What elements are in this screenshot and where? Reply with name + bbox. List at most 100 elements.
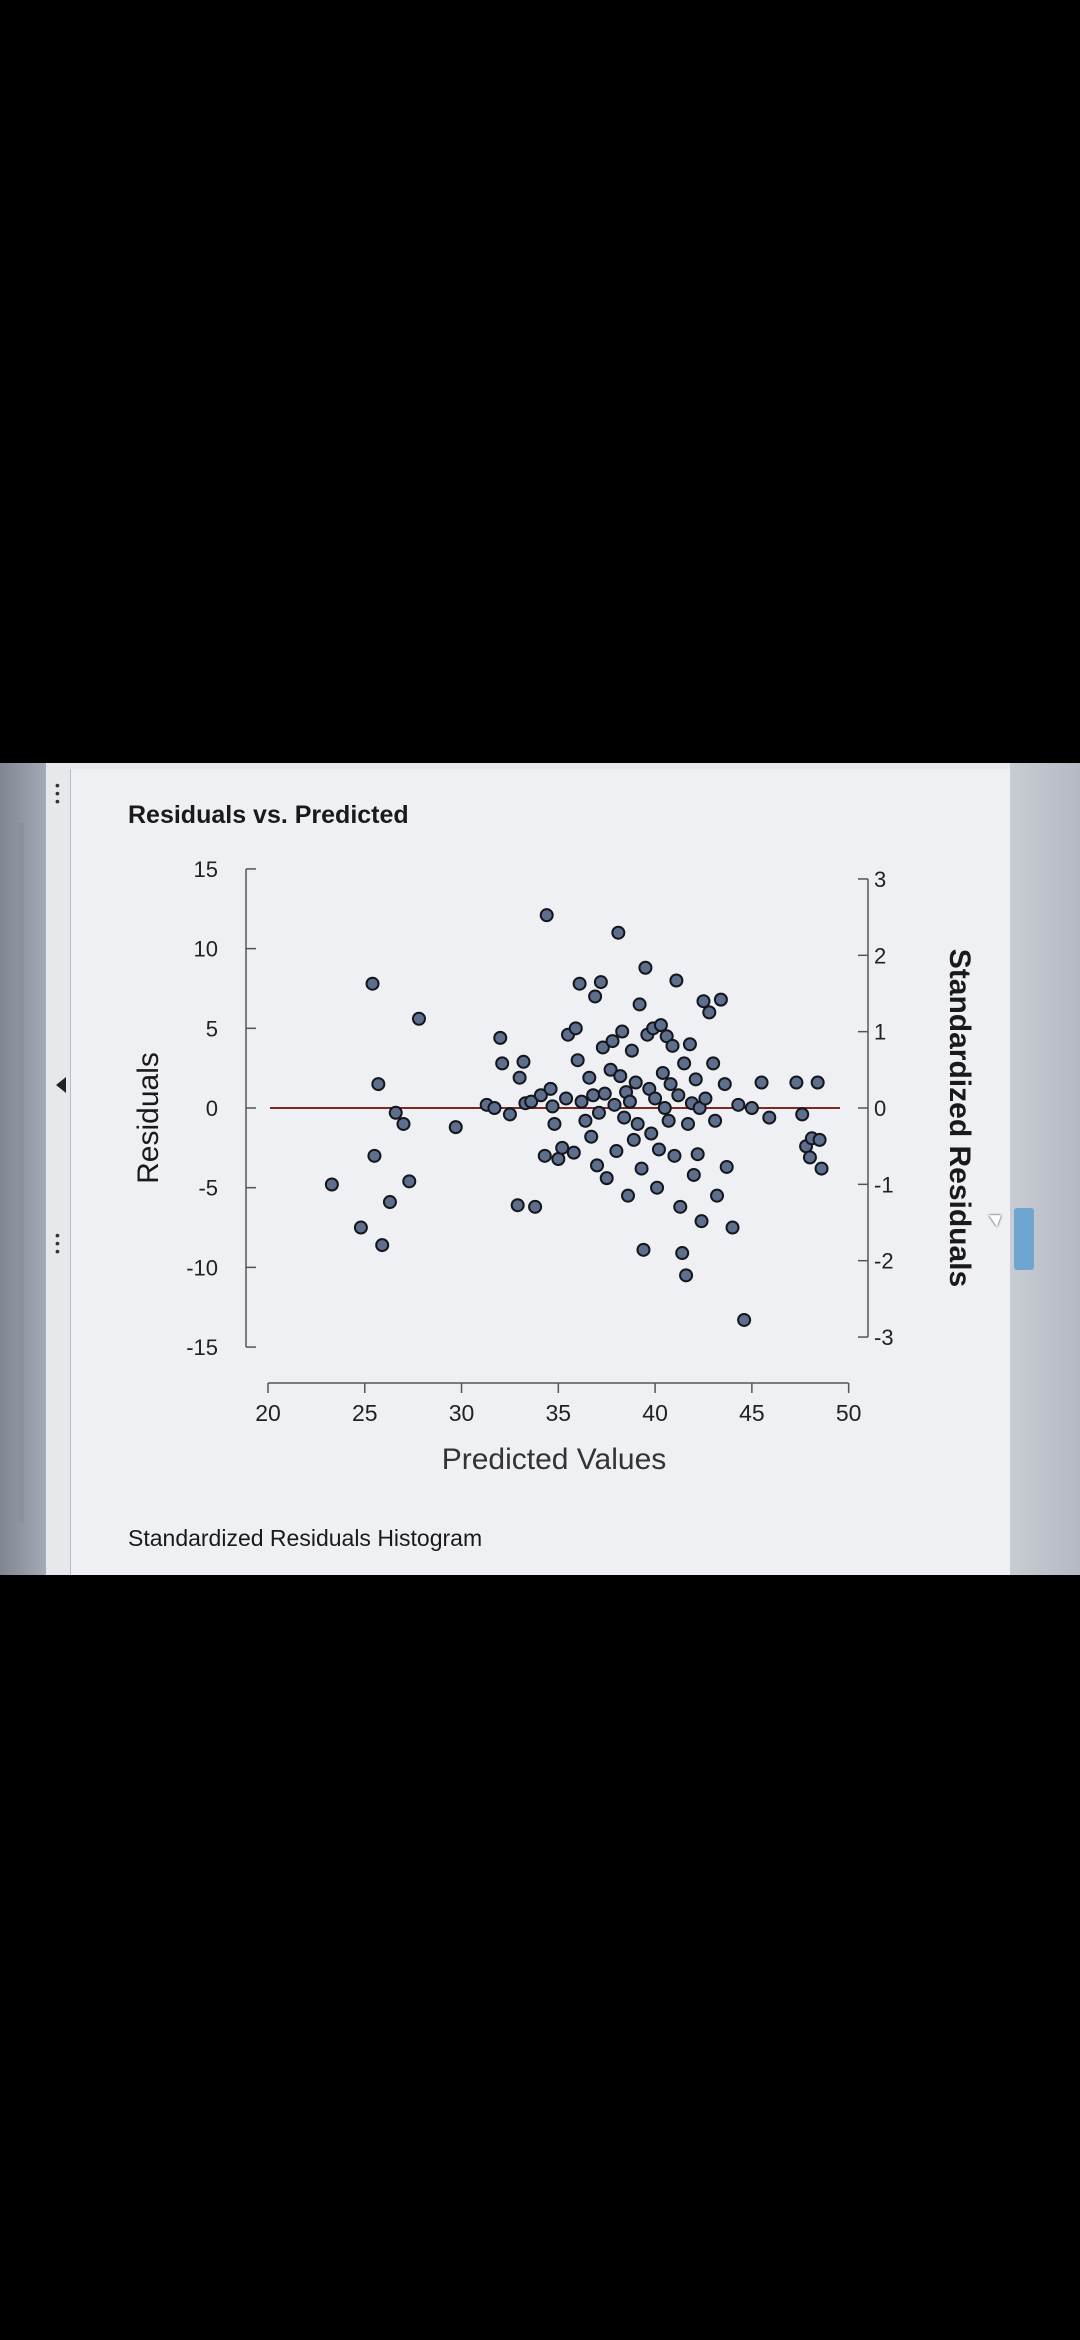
data-point (545, 1099, 560, 1114)
data-point (634, 1161, 649, 1176)
data-point (626, 1132, 641, 1147)
y-axis-title: Residuals (132, 1052, 165, 1184)
data-point (677, 1056, 692, 1071)
data-point (702, 1005, 717, 1020)
left-scrollbar[interactable] (18, 823, 24, 1523)
x-tick-label: 45 (739, 1400, 765, 1426)
data-point (584, 1129, 599, 1144)
data-point (795, 1107, 810, 1122)
data-point (586, 1088, 601, 1103)
data-point (708, 1113, 723, 1128)
data-point (382, 1195, 397, 1210)
collapse-arrow-icon[interactable] (56, 1077, 66, 1093)
data-point (667, 1148, 682, 1163)
data-point (617, 1110, 632, 1125)
data-point (512, 1070, 527, 1085)
data-point (802, 1150, 817, 1165)
data-point (566, 1145, 581, 1160)
data-point (754, 1075, 769, 1090)
data-point (731, 1097, 746, 1112)
data-point (682, 1037, 697, 1052)
data-point (719, 1159, 734, 1174)
data-point (615, 1024, 630, 1039)
data-point (570, 1053, 585, 1068)
data-point (696, 994, 711, 1009)
right-scrollbar-track[interactable] (1010, 763, 1080, 1575)
data-point (588, 989, 603, 1004)
data-point (591, 1105, 606, 1120)
data-point (675, 1246, 690, 1261)
data-point (572, 976, 587, 991)
data-point (590, 1158, 605, 1173)
y-tick-label: -15 (186, 1335, 218, 1360)
data-point (744, 1101, 759, 1115)
data-point (663, 1077, 678, 1092)
data-point (717, 1077, 732, 1092)
data-point (539, 908, 554, 923)
data-point (655, 1065, 670, 1080)
data-point (651, 1142, 666, 1157)
data-point (528, 1199, 543, 1214)
data-point (537, 1148, 552, 1163)
data-point (402, 1174, 417, 1189)
data-point (673, 1199, 688, 1214)
y2-tick-label: -1 (874, 1172, 894, 1197)
app-screen: • • • • • • Residuals vs. Predicted 15 10 5 0 -5… (0, 763, 1080, 1575)
scrollbar-thumb[interactable] (1014, 1208, 1034, 1270)
data-point (582, 1070, 597, 1085)
data-point (555, 1140, 570, 1155)
data-point (495, 1056, 510, 1071)
data-point (688, 1072, 703, 1087)
chart-axes (245, 868, 869, 1393)
data-point (681, 1116, 695, 1131)
data-point (578, 1113, 593, 1128)
data-point (502, 1107, 517, 1122)
x-axis-title: Predicted Values (442, 1443, 667, 1476)
y-tick-label: 10 (194, 937, 218, 962)
x-tick-label: 35 (546, 1400, 572, 1426)
data-point (698, 1091, 713, 1106)
data-point (725, 1220, 740, 1235)
data-point (324, 1177, 339, 1192)
data-point (624, 1043, 639, 1058)
data-point (543, 1081, 558, 1096)
data-point (547, 1116, 562, 1131)
y2-tick-label: 3 (874, 867, 886, 892)
menu-dots-icon[interactable]: • • • (55, 1227, 60, 1259)
data-point (533, 1088, 548, 1103)
data-point (621, 1188, 635, 1203)
data-point (595, 1040, 610, 1055)
x-tick-label: 50 (836, 1400, 862, 1426)
y-tick-label: 0 (206, 1096, 218, 1121)
data-point (448, 1120, 463, 1135)
data-point (597, 1086, 612, 1101)
data-point (371, 1077, 386, 1092)
data-point (630, 1116, 645, 1131)
data-point (607, 1097, 622, 1112)
data-point (686, 1167, 701, 1182)
data-point (613, 1069, 628, 1084)
data-point (603, 1062, 618, 1077)
data-point (737, 1312, 752, 1327)
data-point (638, 960, 653, 975)
data-point (367, 1148, 382, 1163)
x-tick-label: 30 (449, 1400, 475, 1426)
y-tick-label: 5 (206, 1016, 218, 1041)
data-points (324, 908, 829, 1327)
data-point (812, 1132, 827, 1147)
data-point (388, 1105, 403, 1120)
data-point (644, 1126, 659, 1141)
data-point (574, 1094, 589, 1109)
menu-dots-icon[interactable]: • • • (55, 777, 60, 809)
data-point (375, 1238, 390, 1253)
data-point (599, 1171, 614, 1186)
data-point (648, 1091, 663, 1106)
data-point (679, 1268, 694, 1283)
y2-axis-title: Standardized Residuals (943, 949, 976, 1287)
data-point (657, 1101, 672, 1115)
data-point (636, 1242, 651, 1257)
data-point (810, 1075, 825, 1090)
y-tick-label: -5 (198, 1176, 218, 1201)
